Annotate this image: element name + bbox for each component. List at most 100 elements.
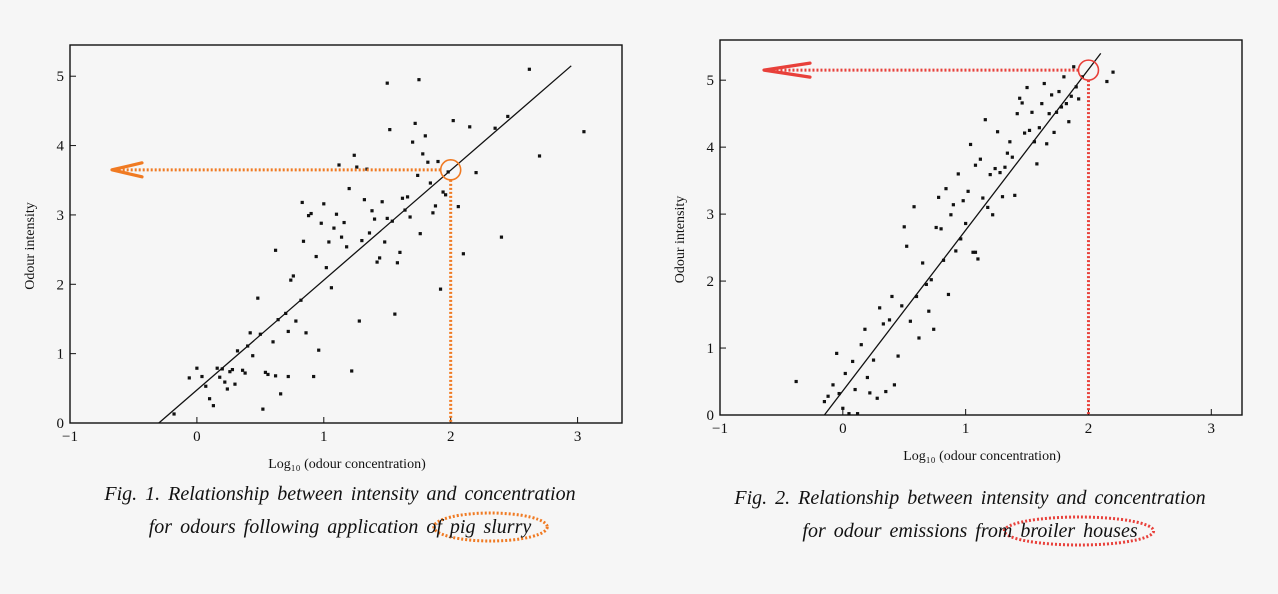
fig2-data-point [1008,140,1012,144]
fig2-x-tick-label: −1 [712,421,728,437]
fig2-data-point [887,318,892,322]
fig2-data-point [914,294,919,299]
fig2-x-tick-label: 3 [1208,421,1216,437]
fig1-data-point [256,296,260,300]
fig1-data-point [405,195,410,199]
fig1-highlight-arrow-head [110,161,144,179]
fig1-data-point [243,371,247,375]
fig2-data-point [921,261,925,265]
fig2-y-tick-label: 1 [707,341,715,357]
figure-1-caption-highlight-ellipse [432,511,549,543]
fig2-data-point [1059,105,1064,109]
fig1-data-point [398,250,402,254]
fig2-data-point [1050,93,1054,97]
fig2-data-point [1047,112,1051,116]
fig1-data-point [357,319,361,323]
fig2-data-point [831,383,835,387]
fig1-data-point [388,128,392,132]
fig2-data-point [932,327,936,331]
fig2-data-point [1000,195,1005,199]
fig2-data-point [956,172,960,176]
fig1-data-point [225,387,229,391]
fig1-data-point [395,261,399,265]
fig2-data-point [1027,128,1032,133]
fig1-y-tick-label: 1 [57,347,65,363]
fig2-x-tick-label: 1 [962,421,970,437]
fig1-x-tick-label: 3 [574,429,582,445]
fig2-data-point [1105,79,1109,84]
fig1-highlight-circle [439,159,462,181]
fig1-data-point [383,240,387,244]
fig2-data-point [966,189,970,193]
fig1-data-point [332,226,336,230]
fig1-data-point [309,211,313,216]
fig1-data-point [428,181,432,185]
figure-2-caption-highlight: broiler houses [1020,520,1138,542]
fig2-data-point [1030,110,1034,114]
fig2-data-point [934,225,938,230]
fig1-data-point [195,366,199,370]
fig1-data-point [273,374,278,378]
fig2-data-point [937,195,941,199]
fig1-data-point [456,205,460,209]
fig1-data-point [223,380,227,384]
fig1-data-point [342,220,346,225]
fig2-x-tick-label: 2 [1085,421,1093,437]
fig1-data-point [367,231,372,235]
fig1-plot-frame [69,44,623,424]
fig2-data-point [841,406,845,410]
fig2-data-point [976,257,980,261]
fig2-data-point [865,375,869,380]
fig2-regression-line [823,52,1102,416]
fig2-data-point [1010,155,1014,159]
fig2-y-tick-label: 4 [707,140,715,156]
fig1-data-point [431,211,435,215]
fig1-data-point [279,392,283,396]
figure-1-caption-line-1: Fig. 1. Relationship between intensity a… [104,483,576,505]
fig2-data-point [871,358,876,362]
fig1-data-point [499,235,504,239]
fig2-data-point [1064,102,1068,106]
fig1-data-point [200,374,204,379]
fig2-data-point [843,371,847,376]
fig1-data-point [291,274,295,278]
fig1-data-point [294,319,298,323]
fig1-y-tick-label: 4 [57,139,65,155]
fig2-data-point [964,221,968,226]
fig1-data-point [438,287,443,291]
fig2-highlight-arrow-head [762,61,812,79]
fig1-data-point [433,204,438,208]
figure-2-caption-prefix: for odour emissions from [802,520,1013,542]
fig1-data-point [413,121,417,125]
fig1-data-point [426,160,430,164]
figure-1-caption-line-2: for odours following application of pig … [40,511,640,544]
fig2-data-point [912,205,916,209]
fig2-data-point [855,412,860,416]
fig2-data-point [986,205,990,210]
fig1-data-point [436,159,440,164]
fig1-data-point [263,370,268,374]
fig1-data-point [266,372,270,377]
fig2-data-point [837,391,841,396]
fig2-data-point [1032,140,1037,144]
fig2-data-point [863,327,867,331]
fig2-data-point [1005,151,1010,155]
fig2-data-point [1072,65,1076,69]
fig1-data-point [441,190,445,194]
fig1-y-axis-title: Odour intensity [23,202,38,290]
fig2-data-point [1054,110,1059,114]
fig2-data-point [973,163,978,167]
fig1-data-point [360,238,364,243]
fig2-data-point [868,391,872,395]
fig2-data-point [1052,130,1056,135]
fig2-data-point [892,383,897,387]
fig1-data-point [204,384,208,388]
fig1-data-point [317,348,321,352]
fig1-data-point [370,209,374,213]
fig2-data-point [881,322,885,326]
fig1-data-point [248,331,252,335]
fig2-data-point [961,199,965,203]
fig1-data-point [350,369,354,373]
fig1-data-point [416,173,420,177]
